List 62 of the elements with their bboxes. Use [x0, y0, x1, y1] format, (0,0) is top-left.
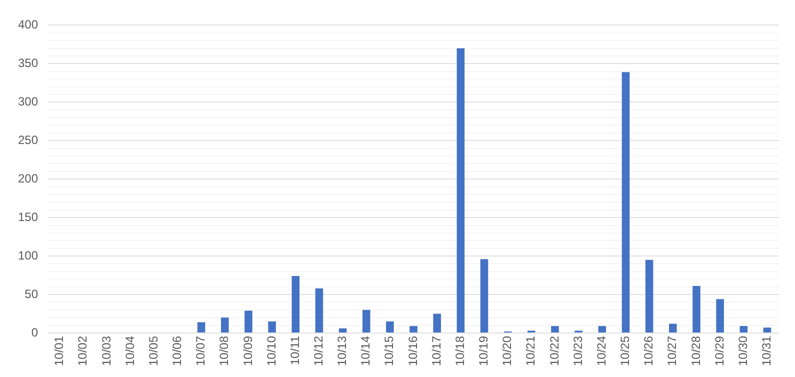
- x-tick-label: 10/04: [122, 336, 137, 366]
- x-tick-label: 10/22: [547, 336, 562, 366]
- x-tick-label: 10/31: [760, 336, 774, 366]
- x-tick-label: 10/12: [312, 336, 326, 366]
- y-tick-label: 0: [31, 325, 38, 340]
- bar: [740, 326, 748, 332]
- x-tick-label: 10/10: [264, 336, 278, 366]
- bar: [268, 321, 276, 332]
- x-tick-label: 10/20: [500, 336, 514, 366]
- bar: [386, 321, 394, 332]
- bar: [220, 318, 229, 332]
- bar: [551, 326, 559, 332]
- bar: [622, 72, 630, 332]
- bar: [338, 328, 347, 332]
- y-tick-label: 50: [24, 286, 38, 301]
- x-tick-label: 10/23: [570, 336, 585, 366]
- bar: [645, 260, 654, 332]
- bar: [480, 259, 488, 332]
- y-tick-label: 250: [18, 132, 38, 147]
- y-tick-label: 350: [18, 56, 38, 70]
- bar: [292, 276, 300, 332]
- x-tick-label: 10/03: [99, 336, 114, 366]
- x-tick-label: 10/11: [288, 336, 302, 366]
- bar: [716, 299, 724, 332]
- y-tick-label: 100: [18, 248, 38, 262]
- x-tick-label: 10/15: [382, 336, 396, 366]
- x-tick-label: 10/08: [217, 336, 232, 366]
- x-tick-label: 10/06: [170, 336, 184, 366]
- x-tick-label: 10/19: [476, 336, 491, 366]
- x-tick-label: 10/07: [194, 336, 208, 366]
- x-tick-label: 10/18: [452, 336, 467, 366]
- bar: [692, 286, 700, 332]
- x-tick-label: 10/01: [52, 336, 66, 366]
- y-tick-label: 150: [18, 210, 38, 224]
- bar: [669, 324, 677, 332]
- x-tick-label: 10/05: [146, 336, 160, 366]
- bar: [433, 314, 441, 332]
- bar: [315, 288, 324, 332]
- x-tick-label: 10/09: [240, 336, 255, 366]
- y-tick-label: 200: [18, 171, 38, 186]
- bar: [410, 326, 418, 332]
- x-tick-label: 10/16: [406, 336, 420, 366]
- x-tick-label: 10/29: [712, 336, 726, 366]
- x-tick-label: 10/14: [358, 336, 373, 366]
- x-tick-label: 10/26: [642, 336, 656, 366]
- x-tick-label: 10/13: [335, 336, 350, 366]
- bar: [763, 328, 772, 332]
- x-tick-label: 10/28: [688, 336, 703, 366]
- y-tick-label: 300: [18, 94, 38, 108]
- x-tick-label: 10/24: [594, 336, 608, 366]
- bar: [362, 310, 370, 332]
- x-tick-label: 10/17: [429, 336, 444, 366]
- x-tick-label: 10/25: [618, 336, 632, 366]
- bar: [197, 322, 206, 332]
- y-tick-label: 400: [18, 18, 38, 32]
- bar: [456, 48, 465, 332]
- x-tick-label: 10/02: [76, 336, 90, 366]
- x-tick-label: 10/30: [736, 336, 750, 366]
- bar: [244, 310, 252, 332]
- x-tick-label: 10/21: [524, 336, 538, 366]
- x-tick-label: 10/27: [665, 336, 680, 366]
- bar: [598, 326, 606, 332]
